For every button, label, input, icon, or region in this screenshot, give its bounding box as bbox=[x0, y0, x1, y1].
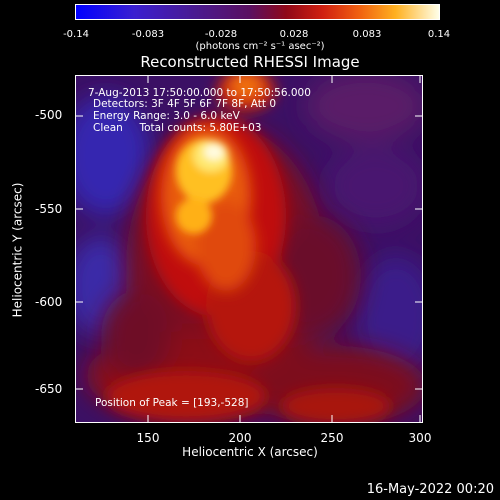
x-tick-label: 150 bbox=[136, 431, 160, 445]
peak-position-label: Position of Peak = [193,-528] bbox=[95, 397, 249, 409]
detectors-label: Detectors: 3F 4F 5F 6F 7F 8F, Att 0 bbox=[93, 98, 277, 110]
rhessi-image-panel: 7-Aug-2013 17:50:00.000 to 17:50:56.000 … bbox=[75, 75, 423, 423]
x-tick-label: 300 bbox=[408, 431, 432, 445]
date-stamp: 16-May-2022 00:20 bbox=[366, 482, 494, 497]
colorbar-tick: -0.028 bbox=[204, 29, 238, 40]
time-range-label: 7-Aug-2013 17:50:00.000 to 17:50:56.000 bbox=[88, 87, 311, 99]
y-tick-label: -500 bbox=[35, 108, 63, 122]
rhessi-image bbox=[76, 76, 422, 422]
clean-total-counts-label: Clean Total counts: 5.80E+03 bbox=[93, 122, 262, 134]
x-tick-label: 200 bbox=[228, 431, 252, 445]
y-tick-label: -650 bbox=[35, 382, 63, 396]
x-tick-label: 250 bbox=[320, 431, 344, 445]
y-tick-label: -550 bbox=[35, 202, 63, 216]
colorbar-tick: 0.083 bbox=[352, 29, 382, 40]
colorbar-units: (photons cm⁻² s⁻¹ asec⁻²) bbox=[195, 41, 325, 52]
colorbar-tick: -0.14 bbox=[63, 29, 89, 40]
colorbar bbox=[75, 4, 440, 20]
y-axis-label: Heliocentric Y (arcsec) bbox=[10, 182, 25, 318]
colorbar-tick: -0.083 bbox=[131, 29, 165, 40]
colorbar-tick: 0.14 bbox=[427, 29, 451, 40]
energy-range-label: Energy Range: 3.0 - 6.0 keV bbox=[93, 110, 240, 122]
colorbar-tick: 0.028 bbox=[279, 29, 309, 40]
image-title: Reconstructed RHESSI Image bbox=[140, 53, 360, 71]
x-axis-label: Heliocentric X (arcsec) bbox=[182, 445, 318, 459]
y-tick-label: -600 bbox=[35, 295, 63, 309]
